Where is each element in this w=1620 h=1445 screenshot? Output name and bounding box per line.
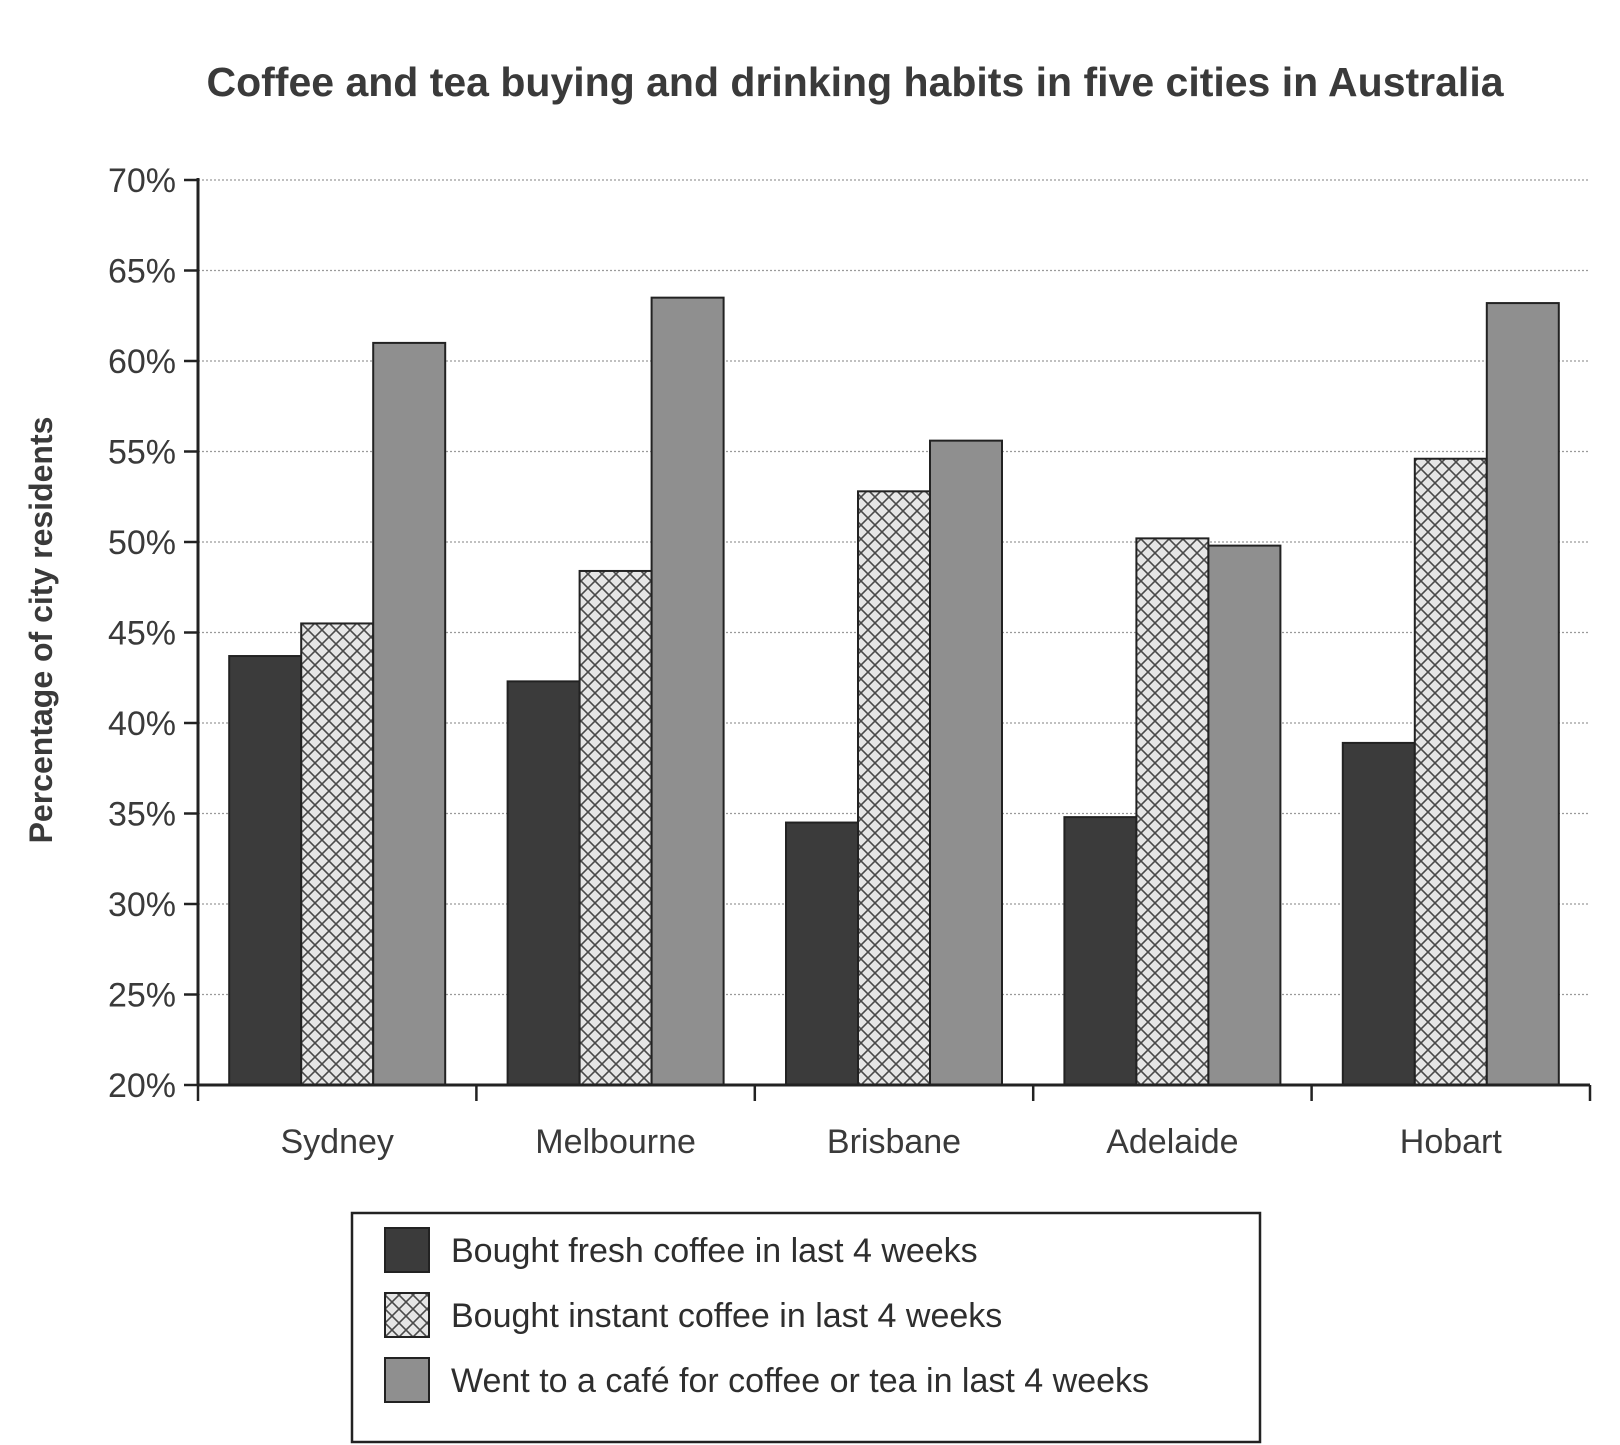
x-category-label: Hobart — [1400, 1123, 1503, 1161]
bar-brisbane-series-1 — [785, 821, 859, 1086]
y-tick-label: 45% — [108, 615, 176, 653]
y-tick-label: 50% — [108, 524, 176, 562]
y-tick-label: 25% — [108, 977, 176, 1015]
legend-swatch — [384, 1227, 430, 1273]
bar-hobart-series-1 — [1341, 741, 1416, 1086]
bar-brisbane-series-2 — [857, 490, 931, 1086]
bar-hobart-series-3 — [1485, 302, 1560, 1086]
x-category-label: Melbourne — [535, 1123, 696, 1161]
y-tick-label: 20% — [108, 1067, 176, 1105]
bar-adelaide-series-2 — [1135, 537, 1210, 1086]
x-category-labels: Sydney Melbourne Brisbane Adelaide Hobart — [280, 1123, 1502, 1161]
legend-entry-label: Went to a café for coffee or tea in last… — [451, 1362, 1149, 1400]
y-tick-labels: 20% 25% 30% 35% 40% 45% 50% 55% 60% 65% 70% — [108, 162, 198, 1105]
bar-sydney-series-1 — [228, 655, 303, 1087]
legend: Bought fresh coffee in last 4 weeks Bough… — [350, 1211, 1262, 1444]
bar-sydney-series-3 — [372, 341, 447, 1086]
bar-melbourne-series-3 — [650, 296, 725, 1086]
bar-group — [228, 296, 1560, 1087]
legend-swatch — [384, 1357, 430, 1403]
y-tick-label: 60% — [108, 343, 176, 381]
bar-brisbane-series-3 — [929, 439, 1003, 1086]
y-axis-label: Percentage of city residents — [23, 417, 59, 844]
legend-swatch — [384, 1292, 430, 1338]
bar-sydney-series-2 — [300, 622, 375, 1086]
x-category-label: Sydney — [280, 1123, 393, 1161]
legend-entry-label: Bought fresh coffee in last 4 weeks — [451, 1232, 978, 1270]
legend-box — [350, 1211, 1262, 1444]
y-tick-label: 55% — [108, 434, 176, 472]
y-tick-label: 70% — [108, 162, 176, 200]
y-tick-label: 40% — [108, 705, 176, 743]
bar-adelaide-series-1 — [1063, 816, 1138, 1086]
y-tick-label: 30% — [108, 886, 176, 924]
x-category-label: Brisbane — [827, 1123, 961, 1161]
bar-melbourne-series-1 — [506, 680, 581, 1086]
y-tick-label: 65% — [108, 253, 176, 291]
y-tick-label: 35% — [108, 796, 176, 834]
bar-adelaide-series-3 — [1207, 544, 1282, 1086]
chart-title: Coffee and tea buying and drinking habit… — [206, 59, 1504, 105]
legend-entry-label: Bought instant coffee in last 4 weeks — [451, 1297, 1002, 1335]
bar-melbourne-series-2 — [578, 569, 653, 1086]
bar-hobart-series-2 — [1413, 457, 1488, 1086]
x-category-label: Adelaide — [1106, 1123, 1238, 1161]
